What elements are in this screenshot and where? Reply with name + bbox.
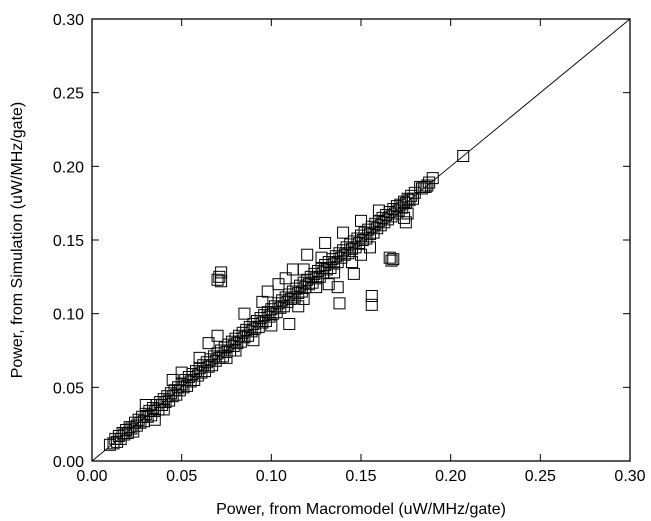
data-point xyxy=(399,216,412,229)
data-point xyxy=(355,248,367,261)
data-point xyxy=(315,251,328,264)
data-point xyxy=(220,351,233,364)
y-axis-label: Power, from Simulation (uW/MHz/gate) xyxy=(9,102,26,379)
data-point xyxy=(202,337,215,350)
data-point xyxy=(426,172,439,185)
data-point xyxy=(337,226,350,239)
x-tick-label: 0.10 xyxy=(256,468,287,485)
data-point xyxy=(401,207,414,220)
y-tick-label: 0.30 xyxy=(53,12,84,29)
data-point xyxy=(310,281,323,294)
data-point xyxy=(319,236,332,249)
data-point xyxy=(383,251,396,264)
data-point xyxy=(372,204,385,217)
y-tick-label: 0.00 xyxy=(53,454,84,471)
y-tick-label: 0.10 xyxy=(53,307,84,324)
data-point xyxy=(166,373,179,386)
data-point xyxy=(295,285,308,298)
data-point xyxy=(419,180,432,193)
data-point xyxy=(265,319,278,332)
data-point xyxy=(328,266,341,279)
data-point xyxy=(367,226,380,239)
data-point xyxy=(261,285,274,298)
data-point xyxy=(322,278,335,291)
data-point xyxy=(398,211,411,224)
data-point xyxy=(331,281,344,294)
data-point xyxy=(297,263,310,276)
data-point xyxy=(313,270,326,283)
data-point xyxy=(286,263,299,276)
data-point xyxy=(211,273,224,286)
x-tick-label: 0.20 xyxy=(435,468,466,485)
data-point xyxy=(279,272,292,285)
data-point xyxy=(188,373,201,386)
data-point xyxy=(365,289,378,302)
data-point xyxy=(211,329,224,342)
data-point xyxy=(247,334,260,347)
data-point xyxy=(385,254,398,267)
data-point xyxy=(148,413,161,426)
data-point xyxy=(355,214,367,227)
data-point xyxy=(277,300,290,313)
x-tick-label: 0.30 xyxy=(614,468,645,485)
data-point xyxy=(206,359,219,372)
x-tick-label: 0.15 xyxy=(345,468,376,485)
data-point xyxy=(175,366,188,379)
y-tick-label: 0.25 xyxy=(53,86,84,103)
data-point xyxy=(347,267,360,280)
axis-ticks: 0.00 0.05 0.10 0.15 0.20 0.25 0.30 0.00 0.05 0.10… xyxy=(53,12,646,485)
data-point xyxy=(229,344,242,357)
data-point xyxy=(405,189,418,202)
data-point xyxy=(213,270,226,283)
data-point xyxy=(215,266,228,279)
y-tick-label: 0.15 xyxy=(53,233,84,250)
y-tick-label: 0.20 xyxy=(53,159,84,176)
data-point xyxy=(283,317,296,330)
data-point xyxy=(215,275,228,288)
data-point xyxy=(139,399,152,412)
data-point xyxy=(457,150,470,163)
data-point xyxy=(387,253,400,266)
data-point xyxy=(301,248,314,261)
data-points xyxy=(103,150,470,451)
data-point xyxy=(333,297,346,310)
data-point xyxy=(256,295,269,308)
data-point xyxy=(363,241,376,254)
x-tick-label: 0.05 xyxy=(166,468,197,485)
x-tick-label: 0.25 xyxy=(525,468,556,485)
data-point xyxy=(193,351,206,364)
x-axis-label: Power, from Macromodel (uW/MHz/gate) xyxy=(216,501,506,518)
data-point xyxy=(346,256,359,269)
x-tick-label: 0.00 xyxy=(76,468,107,485)
data-point xyxy=(157,403,170,416)
data-point xyxy=(292,300,305,313)
data-point xyxy=(423,176,436,189)
data-point xyxy=(238,307,251,320)
y-tick-label: 0.05 xyxy=(53,380,84,397)
data-point xyxy=(331,256,344,269)
data-point xyxy=(365,298,378,311)
